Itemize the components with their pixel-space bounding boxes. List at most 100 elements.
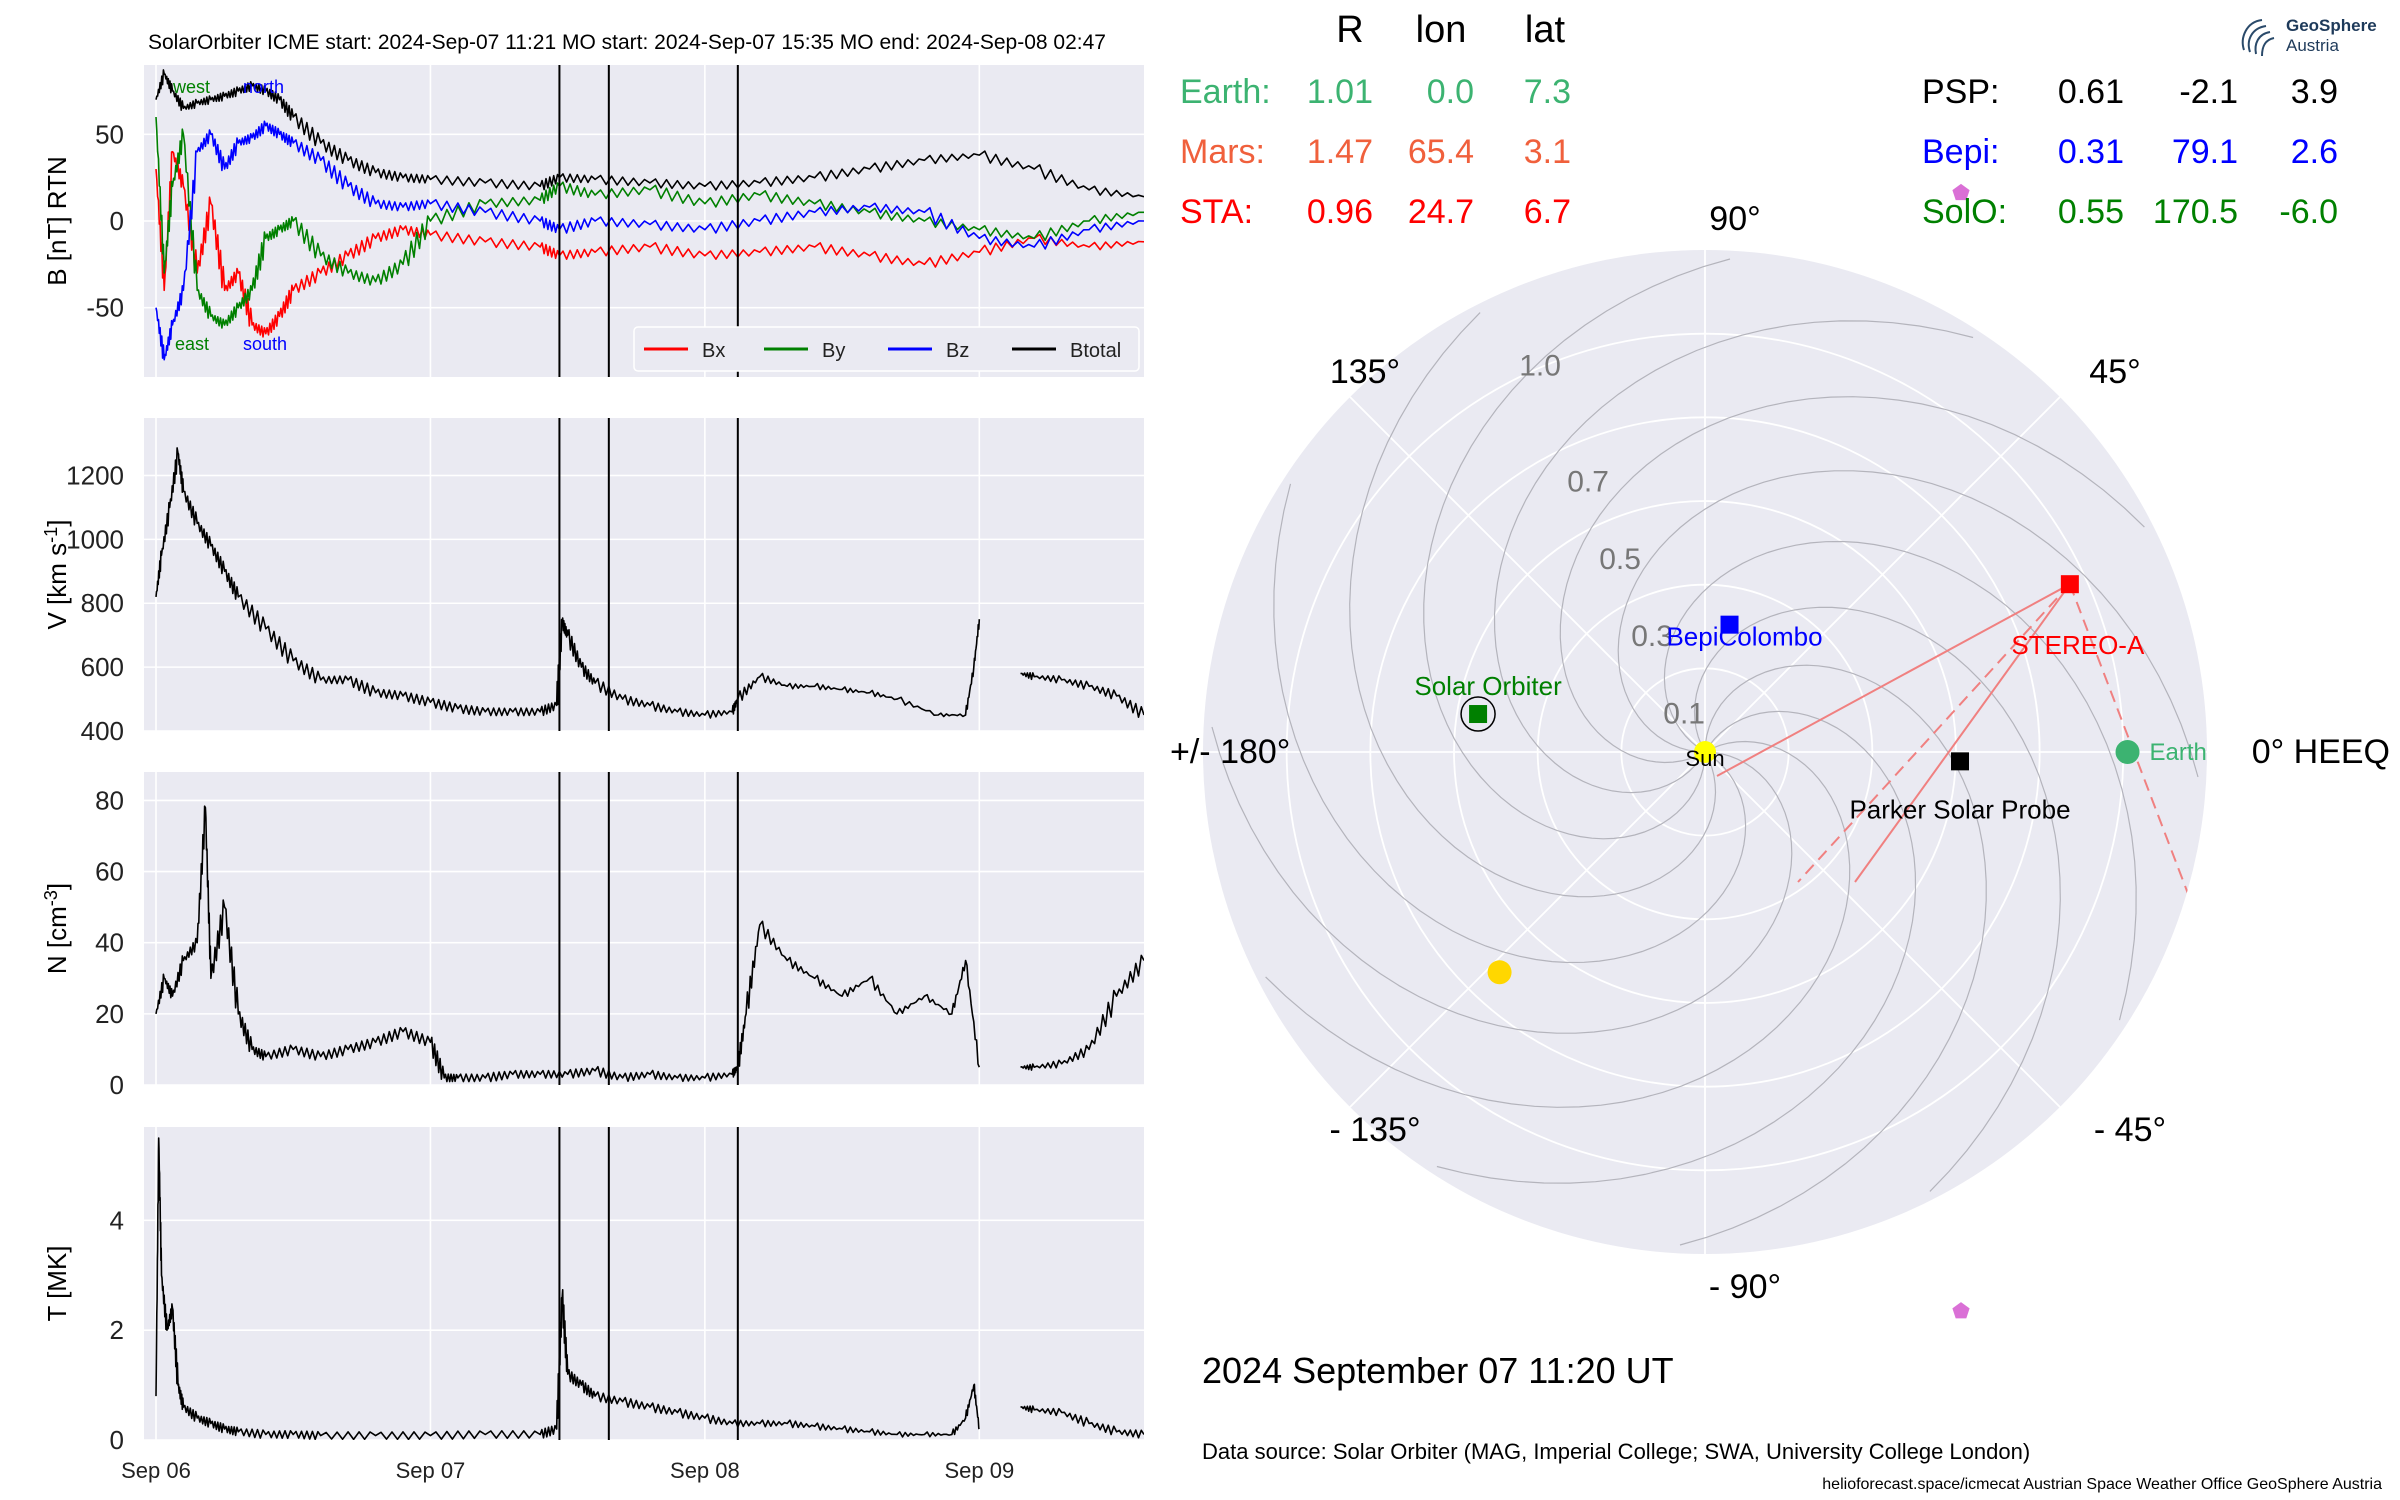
- series-line-data: [1020, 954, 1144, 1071]
- series-group: [155, 1137, 1144, 1440]
- table-value-lat: 3.9: [2291, 73, 2338, 111]
- parker-spiral-arm: [1559, 396, 2145, 764]
- stereo-a-lines: [1716, 583, 2196, 913]
- body-marker: [1952, 183, 1970, 201]
- series-group: [155, 69, 1144, 361]
- table-row-name: STA:: [1180, 193, 1253, 231]
- parker-spiral-arm: [1265, 740, 1851, 1108]
- parker-spiral-arm: [1273, 483, 1747, 964]
- body-label: STEREO-A: [2011, 630, 2145, 660]
- angle-label: +/- 180°: [1170, 733, 1290, 771]
- x-tick-label: Sep 09: [944, 1458, 1014, 1483]
- series-line-data: [155, 1137, 980, 1440]
- series-line-data: [1020, 1405, 1144, 1439]
- y-tick-label: -50: [86, 293, 124, 323]
- y-axis-label: N [cm-3]: [41, 883, 72, 974]
- panel-background: [144, 1127, 1144, 1440]
- data-source: Data source: Solar Orbiter (MAG, Imperia…: [1202, 1439, 2030, 1464]
- body-marker: [2060, 575, 2079, 594]
- r-tick-label: 0.3: [1631, 620, 1673, 653]
- direction-label-south: south: [243, 334, 287, 354]
- legend: Bx By Bz Btotal: [633, 326, 1140, 372]
- y-tick-label: 60: [95, 857, 124, 887]
- stereo-a-fov-left: [1797, 583, 2071, 883]
- series-line-data: [155, 447, 981, 719]
- table-value-r: 0.61: [2058, 73, 2124, 111]
- y-axis-label: T [MK]: [42, 1245, 72, 1321]
- angle-label: - 90°: [1709, 1268, 1781, 1306]
- y-tick-label: 1000: [66, 524, 124, 554]
- parker-spiral-arm: [1693, 606, 2061, 1192]
- body-marker: [1951, 752, 1970, 771]
- body-solar-orbiter: Solar Orbiter: [1414, 671, 1562, 732]
- body-marker: [1952, 1302, 1970, 1319]
- body-sun: Sun: [1685, 741, 1725, 771]
- table-value-r: 1.01: [1307, 73, 1373, 111]
- r-tick-label: 0.7: [1567, 465, 1609, 498]
- y-tick-label: 50: [95, 119, 124, 149]
- parker-spiral-arm: [1617, 470, 2199, 778]
- direction-label-east: east: [175, 334, 209, 354]
- angle-label: 45°: [2089, 353, 2140, 391]
- r-tick-label: 1.0: [1519, 350, 1561, 383]
- y-tick-label: 800: [81, 588, 124, 618]
- y-tick-label: 80: [95, 785, 124, 815]
- logo-line2: Austria: [2286, 36, 2339, 55]
- y-tick-label: 0: [110, 206, 124, 236]
- table-value-lon: 79.1: [2172, 133, 2238, 171]
- panel-background: [144, 418, 1144, 731]
- body-marker: [1720, 615, 1739, 634]
- y-axis-label: B [nT] RTN: [42, 156, 72, 286]
- body-label: Solar Orbiter: [1414, 671, 1562, 701]
- body-label: Sun: [1685, 746, 1724, 771]
- table-value-lat: 6.7: [1524, 193, 1571, 231]
- series-line-data: [1020, 671, 1144, 719]
- series-line-btotal: [155, 69, 1144, 198]
- legend-entry: Btotal: [1070, 340, 1121, 362]
- table-value-r: 0.31: [2058, 133, 2124, 171]
- table-value-lon: 65.4: [1408, 133, 1474, 171]
- table-value-lon: 24.7: [1408, 193, 1474, 231]
- panel-4: 0 2 4 T [MK]: [42, 1127, 1144, 1455]
- body-mars: [1952, 183, 1970, 201]
- y-tick-label: 2: [110, 1315, 124, 1345]
- parker-spiral-arm: [1423, 258, 1731, 840]
- logo-line1: GeoSphere: [2286, 16, 2377, 35]
- y-tick-label: 600: [81, 652, 124, 682]
- table-value-lon: 0.0: [1427, 73, 1474, 111]
- body-stereo-a: STEREO-A: [2011, 575, 2145, 660]
- angle-label: 90°: [1709, 200, 1760, 238]
- table-value-lon: 170.5: [2153, 193, 2238, 231]
- table-value-r: 1.47: [1307, 133, 1373, 171]
- header-title: SolarOrbiter ICME start: 2024-Sep-07 11:…: [148, 31, 1106, 54]
- body-marker: [2115, 740, 2140, 764]
- body-label: BepiColombo: [1666, 622, 1822, 652]
- y-tick-label: 400: [81, 716, 124, 746]
- legend-box: [633, 326, 1140, 372]
- panel-1: -50 0 50 B [nT] RTN: [42, 65, 1144, 377]
- body-marker: [1487, 960, 1512, 985]
- legend-entry: Bz: [946, 340, 969, 362]
- parker-spiral-arm: [1493, 320, 1974, 794]
- polar-grid-spoke: [1704, 396, 2061, 753]
- y-tick-label: 20: [95, 999, 124, 1029]
- polar-grid-spoke: [1704, 751, 2061, 1108]
- body-parker-solar-probe: Parker Solar Probe: [1849, 752, 2071, 824]
- series-group: [155, 447, 1144, 719]
- table-row-name: PSP:: [1922, 73, 1999, 111]
- table-row-name: SolO:: [1922, 193, 2007, 231]
- angle-label: - 45°: [2094, 1111, 2166, 1149]
- panel-2: 400 600 800 1000 1200 V [km s-1]: [41, 418, 1144, 746]
- series-line-bz: [155, 120, 1144, 361]
- body-label: Earth: [2150, 739, 2207, 766]
- polar-grid-spoke: [1349, 396, 1706, 753]
- geosphere-logo: GeoSphere Austria: [2236, 12, 2386, 62]
- series-line-data: [155, 805, 981, 1083]
- series-line-by: [155, 116, 1144, 329]
- parker-spiral-arm: [1349, 312, 1717, 898]
- angle-label: 0° HEEQ: [2252, 733, 2390, 771]
- angle-label: - 135°: [1329, 1111, 1420, 1149]
- parker-spiral-arm: [1211, 726, 1793, 1034]
- y-axis-label: V [km s-1]: [41, 519, 72, 629]
